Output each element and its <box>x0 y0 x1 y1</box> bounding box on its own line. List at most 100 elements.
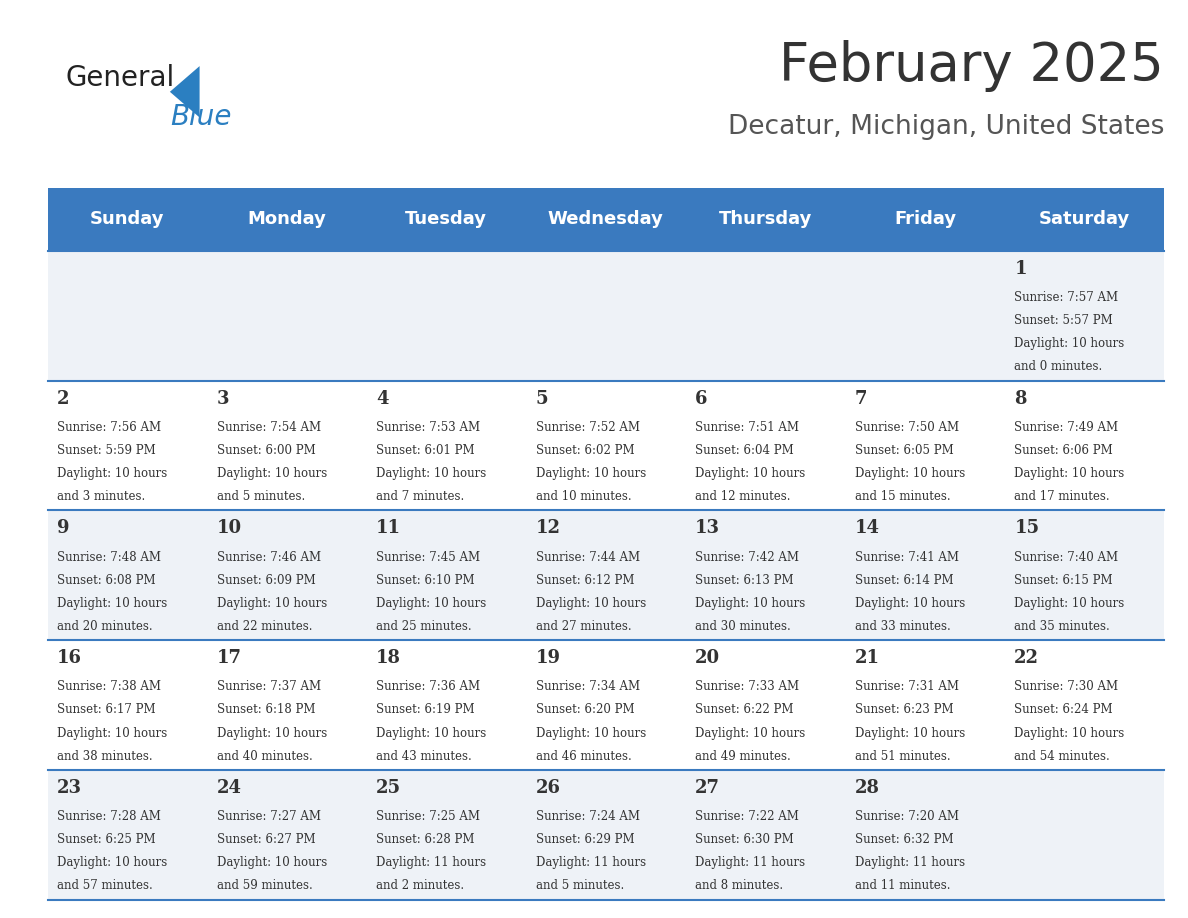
Text: Sunrise: 7:33 AM: Sunrise: 7:33 AM <box>695 680 800 693</box>
Text: 26: 26 <box>536 779 561 797</box>
Text: Sunrise: 7:36 AM: Sunrise: 7:36 AM <box>377 680 480 693</box>
Text: 4: 4 <box>377 389 388 408</box>
Text: Sunrise: 7:50 AM: Sunrise: 7:50 AM <box>854 420 959 434</box>
Text: and 27 minutes.: and 27 minutes. <box>536 620 631 633</box>
Text: 11: 11 <box>377 520 402 537</box>
Text: and 35 minutes.: and 35 minutes. <box>1015 620 1110 633</box>
Text: and 11 minutes.: and 11 minutes. <box>854 879 950 892</box>
Text: and 10 minutes.: and 10 minutes. <box>536 490 631 503</box>
Text: Daylight: 10 hours: Daylight: 10 hours <box>695 467 805 480</box>
Text: Sunrise: 7:53 AM: Sunrise: 7:53 AM <box>377 420 480 434</box>
Text: Sunrise: 7:28 AM: Sunrise: 7:28 AM <box>57 810 160 823</box>
Text: Sunrise: 7:46 AM: Sunrise: 7:46 AM <box>216 551 321 564</box>
Text: and 46 minutes.: and 46 minutes. <box>536 750 632 763</box>
Text: and 15 minutes.: and 15 minutes. <box>854 490 950 503</box>
Text: Sunday: Sunday <box>90 210 164 229</box>
Text: Daylight: 10 hours: Daylight: 10 hours <box>536 467 646 480</box>
Text: Sunset: 6:27 PM: Sunset: 6:27 PM <box>216 834 315 846</box>
Text: Sunrise: 7:52 AM: Sunrise: 7:52 AM <box>536 420 639 434</box>
Text: Daylight: 10 hours: Daylight: 10 hours <box>695 726 805 740</box>
Text: and 12 minutes.: and 12 minutes. <box>695 490 791 503</box>
Text: and 59 minutes.: and 59 minutes. <box>216 879 312 892</box>
Text: and 5 minutes.: and 5 minutes. <box>216 490 305 503</box>
Text: Daylight: 10 hours: Daylight: 10 hours <box>536 726 646 740</box>
Text: Sunset: 6:30 PM: Sunset: 6:30 PM <box>695 834 794 846</box>
Text: and 57 minutes.: and 57 minutes. <box>57 879 153 892</box>
Text: Sunset: 5:57 PM: Sunset: 5:57 PM <box>1015 314 1113 327</box>
Text: Wednesday: Wednesday <box>548 210 664 229</box>
Text: Sunset: 6:20 PM: Sunset: 6:20 PM <box>536 703 634 716</box>
Text: Tuesday: Tuesday <box>405 210 487 229</box>
Text: Sunset: 6:08 PM: Sunset: 6:08 PM <box>57 574 156 587</box>
Text: and 38 minutes.: and 38 minutes. <box>57 750 153 763</box>
Text: 5: 5 <box>536 389 549 408</box>
Text: 18: 18 <box>377 649 402 667</box>
Text: and 17 minutes.: and 17 minutes. <box>1015 490 1110 503</box>
Text: Sunset: 6:14 PM: Sunset: 6:14 PM <box>854 574 954 587</box>
Text: Sunset: 6:17 PM: Sunset: 6:17 PM <box>57 703 156 716</box>
Text: 3: 3 <box>216 389 229 408</box>
Text: 10: 10 <box>216 520 241 537</box>
Text: 12: 12 <box>536 520 561 537</box>
Text: 15: 15 <box>1015 520 1040 537</box>
Text: 17: 17 <box>216 649 241 667</box>
Text: Sunrise: 7:34 AM: Sunrise: 7:34 AM <box>536 680 640 693</box>
Text: Sunset: 6:28 PM: Sunset: 6:28 PM <box>377 834 475 846</box>
Text: Sunset: 6:00 PM: Sunset: 6:00 PM <box>216 444 315 457</box>
Text: February 2025: February 2025 <box>779 40 1164 92</box>
Text: Daylight: 10 hours: Daylight: 10 hours <box>57 856 168 869</box>
Bar <box>48 381 1164 510</box>
Text: Daylight: 10 hours: Daylight: 10 hours <box>216 726 327 740</box>
Text: Daylight: 11 hours: Daylight: 11 hours <box>377 856 486 869</box>
Text: Daylight: 10 hours: Daylight: 10 hours <box>854 467 965 480</box>
Text: and 7 minutes.: and 7 minutes. <box>377 490 465 503</box>
Text: 22: 22 <box>1015 649 1040 667</box>
Text: Daylight: 10 hours: Daylight: 10 hours <box>854 726 965 740</box>
Text: and 0 minutes.: and 0 minutes. <box>1015 361 1102 374</box>
Text: 14: 14 <box>854 520 880 537</box>
Text: Sunrise: 7:37 AM: Sunrise: 7:37 AM <box>216 680 321 693</box>
Text: Sunset: 6:06 PM: Sunset: 6:06 PM <box>1015 444 1113 457</box>
Text: and 8 minutes.: and 8 minutes. <box>695 879 783 892</box>
Bar <box>48 770 1164 900</box>
Text: 25: 25 <box>377 779 402 797</box>
Text: Sunset: 6:19 PM: Sunset: 6:19 PM <box>377 703 475 716</box>
Text: Sunrise: 7:30 AM: Sunrise: 7:30 AM <box>1015 680 1118 693</box>
Text: 7: 7 <box>854 389 867 408</box>
Text: and 20 minutes.: and 20 minutes. <box>57 620 153 633</box>
Text: Daylight: 10 hours: Daylight: 10 hours <box>377 726 486 740</box>
Text: 24: 24 <box>216 779 241 797</box>
Text: Sunset: 6:04 PM: Sunset: 6:04 PM <box>695 444 794 457</box>
Text: and 5 minutes.: and 5 minutes. <box>536 879 624 892</box>
Text: Daylight: 10 hours: Daylight: 10 hours <box>1015 597 1125 610</box>
Text: Sunset: 5:59 PM: Sunset: 5:59 PM <box>57 444 156 457</box>
Bar <box>48 510 1164 640</box>
Text: Daylight: 10 hours: Daylight: 10 hours <box>216 467 327 480</box>
Text: Daylight: 11 hours: Daylight: 11 hours <box>536 856 646 869</box>
Text: and 25 minutes.: and 25 minutes. <box>377 620 472 633</box>
Text: 19: 19 <box>536 649 561 667</box>
Text: Daylight: 10 hours: Daylight: 10 hours <box>216 597 327 610</box>
Text: Sunset: 6:29 PM: Sunset: 6:29 PM <box>536 834 634 846</box>
Text: Sunset: 6:05 PM: Sunset: 6:05 PM <box>854 444 954 457</box>
Text: Daylight: 11 hours: Daylight: 11 hours <box>695 856 805 869</box>
Text: and 22 minutes.: and 22 minutes. <box>216 620 312 633</box>
Text: Sunset: 6:13 PM: Sunset: 6:13 PM <box>695 574 794 587</box>
Text: Daylight: 10 hours: Daylight: 10 hours <box>1015 467 1125 480</box>
Text: Sunrise: 7:24 AM: Sunrise: 7:24 AM <box>536 810 639 823</box>
Text: Sunset: 6:12 PM: Sunset: 6:12 PM <box>536 574 634 587</box>
Text: Friday: Friday <box>893 210 956 229</box>
Text: Saturday: Saturday <box>1038 210 1130 229</box>
Text: 28: 28 <box>854 779 880 797</box>
Text: and 54 minutes.: and 54 minutes. <box>1015 750 1110 763</box>
Text: Sunrise: 7:25 AM: Sunrise: 7:25 AM <box>377 810 480 823</box>
Text: Sunrise: 7:45 AM: Sunrise: 7:45 AM <box>377 551 480 564</box>
Text: Decatur, Michigan, United States: Decatur, Michigan, United States <box>728 114 1164 140</box>
Text: Sunrise: 7:57 AM: Sunrise: 7:57 AM <box>1015 291 1118 304</box>
Text: 1: 1 <box>1015 260 1026 278</box>
Text: Sunrise: 7:31 AM: Sunrise: 7:31 AM <box>854 680 959 693</box>
Text: Sunset: 6:15 PM: Sunset: 6:15 PM <box>1015 574 1113 587</box>
Text: Daylight: 11 hours: Daylight: 11 hours <box>854 856 965 869</box>
Text: Sunrise: 7:27 AM: Sunrise: 7:27 AM <box>216 810 321 823</box>
Text: Sunset: 6:02 PM: Sunset: 6:02 PM <box>536 444 634 457</box>
